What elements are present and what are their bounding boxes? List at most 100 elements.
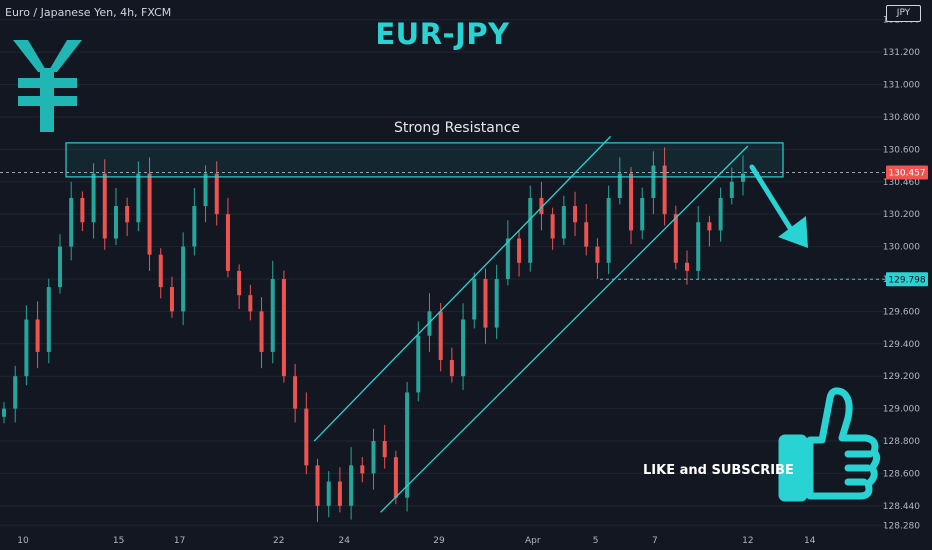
candle-body [24, 319, 29, 377]
yen-icon [13, 40, 82, 132]
candle-body [113, 206, 118, 239]
candle-body [281, 278, 286, 377]
channel-lower-line [380, 145, 749, 513]
price-tick-label: 128.800 [883, 437, 920, 447]
time-tick-label: 22 [273, 536, 284, 546]
candle-body [91, 173, 96, 223]
candle-body [13, 376, 18, 409]
time-tick-label: 7 [652, 536, 658, 546]
price-tick-label: 128.440 [883, 502, 920, 512]
candle-body [315, 465, 320, 506]
candle-body [472, 278, 477, 320]
thumbs-up-icon [778, 387, 881, 502]
down-arrow-icon [749, 164, 808, 248]
subscribe-text: LIKE and SUBSCRIBE [643, 463, 794, 478]
target-price-label: 129.798 [888, 275, 925, 285]
time-tick-label: 15 [113, 536, 124, 546]
time-tick-label: 5 [593, 536, 599, 546]
price-tick-label: 131.200 [883, 48, 920, 58]
price-tick-label: 128.600 [883, 469, 920, 479]
candle-body [80, 197, 85, 223]
candle-body [393, 457, 398, 498]
time-tick-label: 29 [433, 536, 445, 546]
time-tick-label: 12 [742, 536, 753, 546]
candle-body [584, 222, 589, 247]
price-tick-label: 130.800 [883, 113, 920, 123]
channel-upper-line [313, 135, 612, 442]
grid-lines [0, 19, 885, 526]
time-tick-label: 24 [339, 536, 351, 546]
candle-body [662, 165, 667, 215]
last-price-tag [886, 165, 928, 180]
candle-body [729, 181, 734, 198]
candle-body [57, 246, 62, 288]
candle-body [561, 206, 566, 239]
candle-body [102, 173, 107, 239]
candle-body [416, 335, 421, 393]
price-tick-label: 131.000 [883, 81, 920, 91]
price-tick-label: 130.460 [883, 178, 920, 188]
candle-body [169, 287, 174, 312]
candle-body [685, 262, 690, 271]
candle-body [181, 246, 186, 312]
candle-body [550, 214, 555, 239]
candle-body [293, 376, 298, 409]
candlesticks [2, 147, 745, 523]
price-tick-label: 129.000 [883, 405, 920, 415]
candle-body [573, 206, 578, 223]
time-tick-label: 17 [174, 536, 185, 546]
time-axis-bg [0, 528, 885, 550]
candle-body [696, 222, 701, 271]
candle-body [360, 465, 365, 474]
candle-body [304, 408, 309, 466]
resistance-label: Strong Resistance [394, 120, 521, 136]
candle-body [517, 238, 522, 263]
candle-body [427, 311, 432, 336]
candle-body [483, 278, 488, 328]
candle-body [449, 360, 454, 377]
candle-body [136, 173, 141, 223]
price-tick-label: 129.200 [883, 372, 920, 382]
candle-body [505, 238, 510, 279]
price-tick-label: 129.400 [883, 340, 920, 350]
candle-body [35, 319, 40, 352]
candle-body [248, 295, 253, 312]
candle-body [629, 173, 634, 231]
candle-body [371, 441, 376, 474]
last-price-label: 130.457 [888, 169, 925, 179]
candle-body [125, 206, 130, 223]
candle-body [651, 165, 656, 198]
time-tick-label: Apr [525, 536, 541, 546]
candle-body [539, 197, 544, 215]
candle-body [46, 287, 51, 352]
candle-body [69, 197, 74, 247]
candle-body [617, 173, 622, 198]
candle-body [192, 206, 197, 247]
candle-body [259, 311, 264, 352]
candle-body [405, 392, 410, 498]
candle-body [707, 222, 712, 231]
candle-body [438, 311, 443, 360]
time-tick-label: 14 [804, 536, 816, 546]
candle-body [270, 278, 275, 352]
price-tick-label: 130.600 [883, 145, 920, 155]
candle-body [595, 246, 600, 263]
candle-body [337, 481, 342, 506]
candle-body [203, 173, 208, 207]
candle-body [718, 197, 723, 231]
price-tick-label: 130.200 [883, 210, 920, 220]
price-tick-label: 128.280 [883, 521, 920, 531]
currency-badge[interactable]: JPY [886, 5, 921, 22]
candle-body [214, 173, 219, 215]
candle-body [225, 214, 230, 271]
candle-body [640, 197, 645, 231]
candle-body [326, 481, 331, 506]
candle-body [461, 319, 466, 377]
price-axis: 131.400131.200131.000130.800130.600130.4… [883, 0, 932, 550]
target-price-tag [886, 272, 928, 287]
candle-body [147, 173, 152, 255]
candle-body [237, 270, 242, 296]
candle-body [382, 441, 387, 458]
candle-body [741, 173, 745, 182]
candle-body [528, 197, 533, 263]
